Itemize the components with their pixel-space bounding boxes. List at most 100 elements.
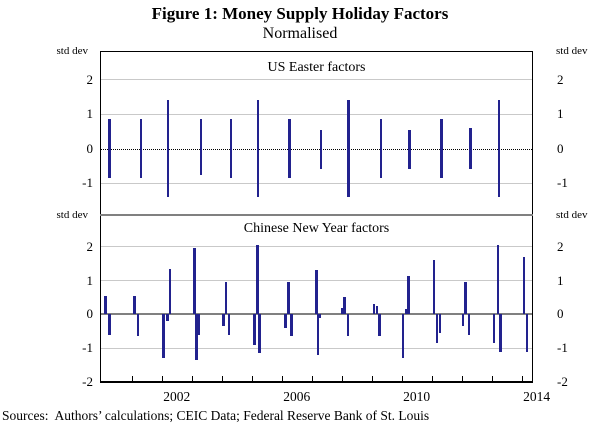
bar	[224, 282, 228, 315]
gridline	[101, 79, 532, 81]
bar	[408, 129, 411, 149]
gridline	[101, 347, 532, 349]
x-axis-year-label: 2010	[403, 389, 431, 404]
bar	[408, 148, 411, 170]
bar	[197, 314, 200, 335]
bar	[193, 248, 196, 315]
bar	[166, 148, 170, 198]
bar	[347, 100, 350, 149]
x-axis-tick	[462, 376, 464, 381]
y-tick-label: -1	[82, 340, 93, 356]
bar	[284, 314, 287, 328]
bar	[407, 275, 410, 315]
figure-subtitle: Normalised	[262, 25, 338, 42]
bar	[438, 314, 442, 333]
std-dev-label: std dev	[56, 45, 88, 57]
bar	[104, 295, 107, 315]
bar	[492, 314, 496, 344]
bar	[315, 270, 318, 315]
y-tick-label: -1	[557, 175, 568, 191]
bar	[497, 100, 501, 149]
std-dev-label: std dev	[556, 209, 588, 221]
bar	[469, 148, 472, 170]
bar	[133, 295, 136, 315]
bar	[288, 119, 291, 149]
source-note: Sources: Authors’ calculations; CEIC Dat…	[2, 408, 430, 423]
bar	[222, 314, 225, 327]
bar	[461, 314, 465, 327]
bar	[256, 245, 259, 315]
bar	[290, 314, 293, 337]
bar	[162, 314, 165, 359]
y-tick-label: 1	[557, 272, 564, 288]
bar	[318, 314, 322, 318]
y-tick-label: -1	[82, 175, 93, 191]
x-axis-tick	[132, 376, 134, 381]
y-tick-label: 0	[557, 306, 564, 322]
bar	[229, 119, 233, 149]
bar	[253, 314, 256, 345]
y-tick-label: 2	[86, 71, 94, 87]
x-axis-tick	[372, 376, 374, 381]
bar	[108, 314, 111, 335]
bar	[343, 297, 346, 315]
bar	[340, 307, 344, 315]
bar	[227, 314, 231, 335]
x-axis-tick	[282, 376, 284, 381]
x-axis-year-label: 2006	[283, 389, 311, 404]
us-easter-panel-title: US Easter factors	[267, 60, 366, 75]
bar	[199, 148, 203, 175]
bar	[229, 148, 233, 179]
x-axis-year-label: 2014	[523, 389, 551, 404]
bar	[375, 305, 379, 315]
bar	[467, 314, 471, 335]
bar	[497, 148, 501, 198]
x-axis-tick	[342, 376, 344, 381]
bar	[256, 100, 260, 149]
bar	[525, 314, 529, 352]
y-tick-label: 1	[86, 106, 94, 122]
x-axis-tick	[432, 376, 434, 381]
x-axis-tick	[222, 376, 224, 381]
x-axis-tick	[162, 376, 164, 381]
bar	[522, 256, 526, 315]
bar	[168, 268, 172, 315]
bar	[319, 129, 323, 149]
bar	[440, 119, 443, 149]
bar	[404, 309, 408, 315]
x-axis-year-label: 2002	[163, 389, 191, 404]
x-axis-tick	[492, 376, 494, 381]
bar	[347, 148, 350, 198]
bar	[256, 148, 260, 198]
bar	[195, 314, 198, 361]
y-tick-label: 1	[557, 106, 564, 122]
bar	[372, 304, 376, 315]
us-easter-panel: US Easter factors	[100, 51, 533, 214]
bar	[496, 245, 500, 315]
bar	[378, 314, 381, 337]
bar	[469, 127, 472, 149]
gridline	[101, 182, 532, 184]
y-tick-label: 0	[557, 140, 564, 156]
y-tick-label: -2	[82, 374, 93, 389]
x-axis-tick	[252, 376, 254, 381]
x-axis-tick	[312, 376, 314, 381]
bar	[316, 314, 320, 355]
zero-line	[101, 313, 532, 316]
x-axis-tick	[192, 376, 194, 381]
y-tick-label: 2	[86, 238, 94, 254]
bar	[401, 314, 405, 359]
bar	[139, 119, 143, 149]
y-tick-label: 2	[557, 238, 564, 254]
bar	[435, 314, 439, 344]
bar	[379, 148, 383, 179]
bar	[319, 148, 323, 170]
bar	[499, 314, 502, 352]
bar	[108, 148, 111, 179]
x-axis-tick	[402, 376, 404, 381]
bar	[464, 282, 467, 315]
bar	[136, 314, 140, 337]
bar	[288, 148, 291, 179]
std-dev-label: std dev	[56, 209, 88, 221]
